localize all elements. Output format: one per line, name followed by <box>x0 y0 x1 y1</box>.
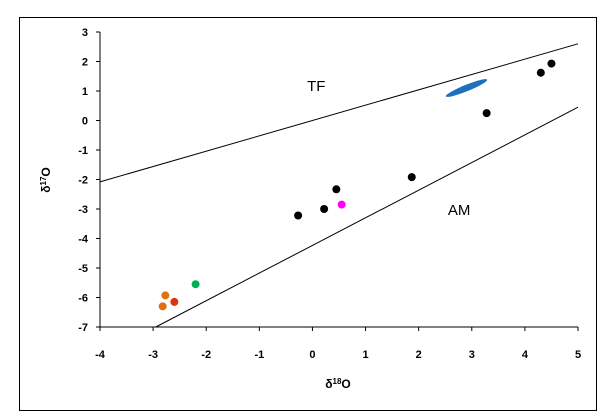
line-label-tf: TF <box>307 78 325 95</box>
data-point <box>407 173 416 182</box>
data-point <box>482 109 491 118</box>
y-tick-label: -1 <box>78 145 88 157</box>
y-tick-label: -5 <box>78 263 88 275</box>
x-tick-label: -4 <box>95 349 106 361</box>
x-tick-label: -2 <box>201 349 211 361</box>
data-point <box>158 302 167 311</box>
data-point <box>161 291 170 300</box>
data-ellipse <box>445 79 488 97</box>
reference-lines: TF AM <box>99 43 579 328</box>
data-point <box>191 280 200 289</box>
data-point <box>337 200 346 209</box>
chart-frame <box>19 17 597 411</box>
x-tick-label: 5 <box>575 349 581 361</box>
y-axis-title: δ17O <box>39 167 54 193</box>
data-point <box>320 205 329 213</box>
data-marks <box>158 59 556 311</box>
x-tick-label: 0 <box>309 349 315 361</box>
y-tick-label: -6 <box>78 293 88 305</box>
x-tick-label: 1 <box>362 349 368 361</box>
y-tick-label: 1 <box>82 86 88 98</box>
reference-line-am <box>155 106 579 328</box>
data-point <box>547 59 556 68</box>
data-point <box>294 211 303 220</box>
y-tick-label: -7 <box>78 322 88 334</box>
y-tick-label: -3 <box>78 204 88 216</box>
axis-labels: δ18O δ17O <box>39 167 351 391</box>
axes: 3 2 1 0 -1 -2 -3 -4 -5 -6 -7 -4 -3 -2 -1 0 1 2 3 4 5 <box>78 27 581 361</box>
x-tick-label: 4 <box>522 349 529 361</box>
y-tick-label: 3 <box>82 27 88 39</box>
line-label-am: AM <box>448 202 471 219</box>
x-tick-label: 3 <box>469 349 475 361</box>
y-tick-label: 0 <box>82 116 88 128</box>
y-tick-label: -2 <box>78 175 88 187</box>
reference-line-tf <box>99 43 579 183</box>
data-point <box>536 68 545 77</box>
data-point <box>332 185 341 194</box>
x-tick-label: -3 <box>148 349 158 361</box>
y-tick-label: 2 <box>82 57 88 69</box>
data-point <box>170 297 179 306</box>
x-tick-label: -1 <box>254 349 264 361</box>
y-tick-label: -4 <box>78 234 89 246</box>
x-axis-title: δ18O <box>325 377 351 392</box>
x-tick-label: 2 <box>416 349 422 361</box>
